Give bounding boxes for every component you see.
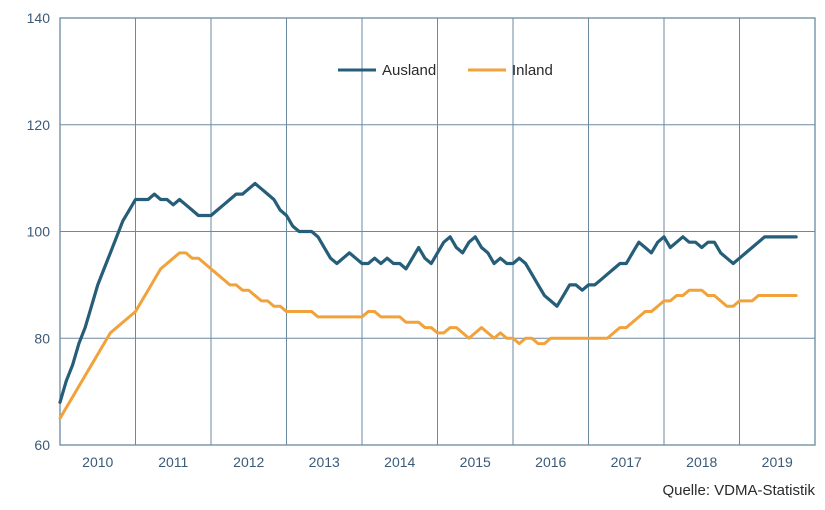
- x-tick-label: 2019: [762, 454, 793, 470]
- source-label: Quelle: VDMA-Statistik: [662, 482, 815, 499]
- y-tick-label: 60: [34, 437, 50, 453]
- x-tick-label: 2013: [309, 454, 340, 470]
- chart-svg: 60 80 100 120 140 2010 2011 2012 2013 2014 2015 201…: [0, 0, 825, 510]
- y-tick-label: 140: [27, 10, 51, 26]
- y-tick-label: 80: [34, 330, 50, 346]
- x-tick-label: 2012: [233, 454, 264, 470]
- y-tick-label: 120: [27, 117, 51, 133]
- legend-label: Inland: [512, 62, 553, 79]
- x-tick-label: 2015: [460, 454, 491, 470]
- x-tick-label: 2018: [686, 454, 717, 470]
- legend-label: Ausland: [382, 62, 436, 79]
- x-tick-label: 2011: [158, 454, 188, 470]
- x-tick-label: 2017: [611, 454, 642, 470]
- x-tick-label: 2014: [384, 454, 415, 470]
- x-tick-label: 2016: [535, 454, 566, 470]
- line-chart: 60 80 100 120 140 2010 2011 2012 2013 2014 2015 201…: [0, 0, 825, 510]
- x-tick-label: 2010: [82, 454, 113, 470]
- y-tick-label: 100: [27, 224, 51, 240]
